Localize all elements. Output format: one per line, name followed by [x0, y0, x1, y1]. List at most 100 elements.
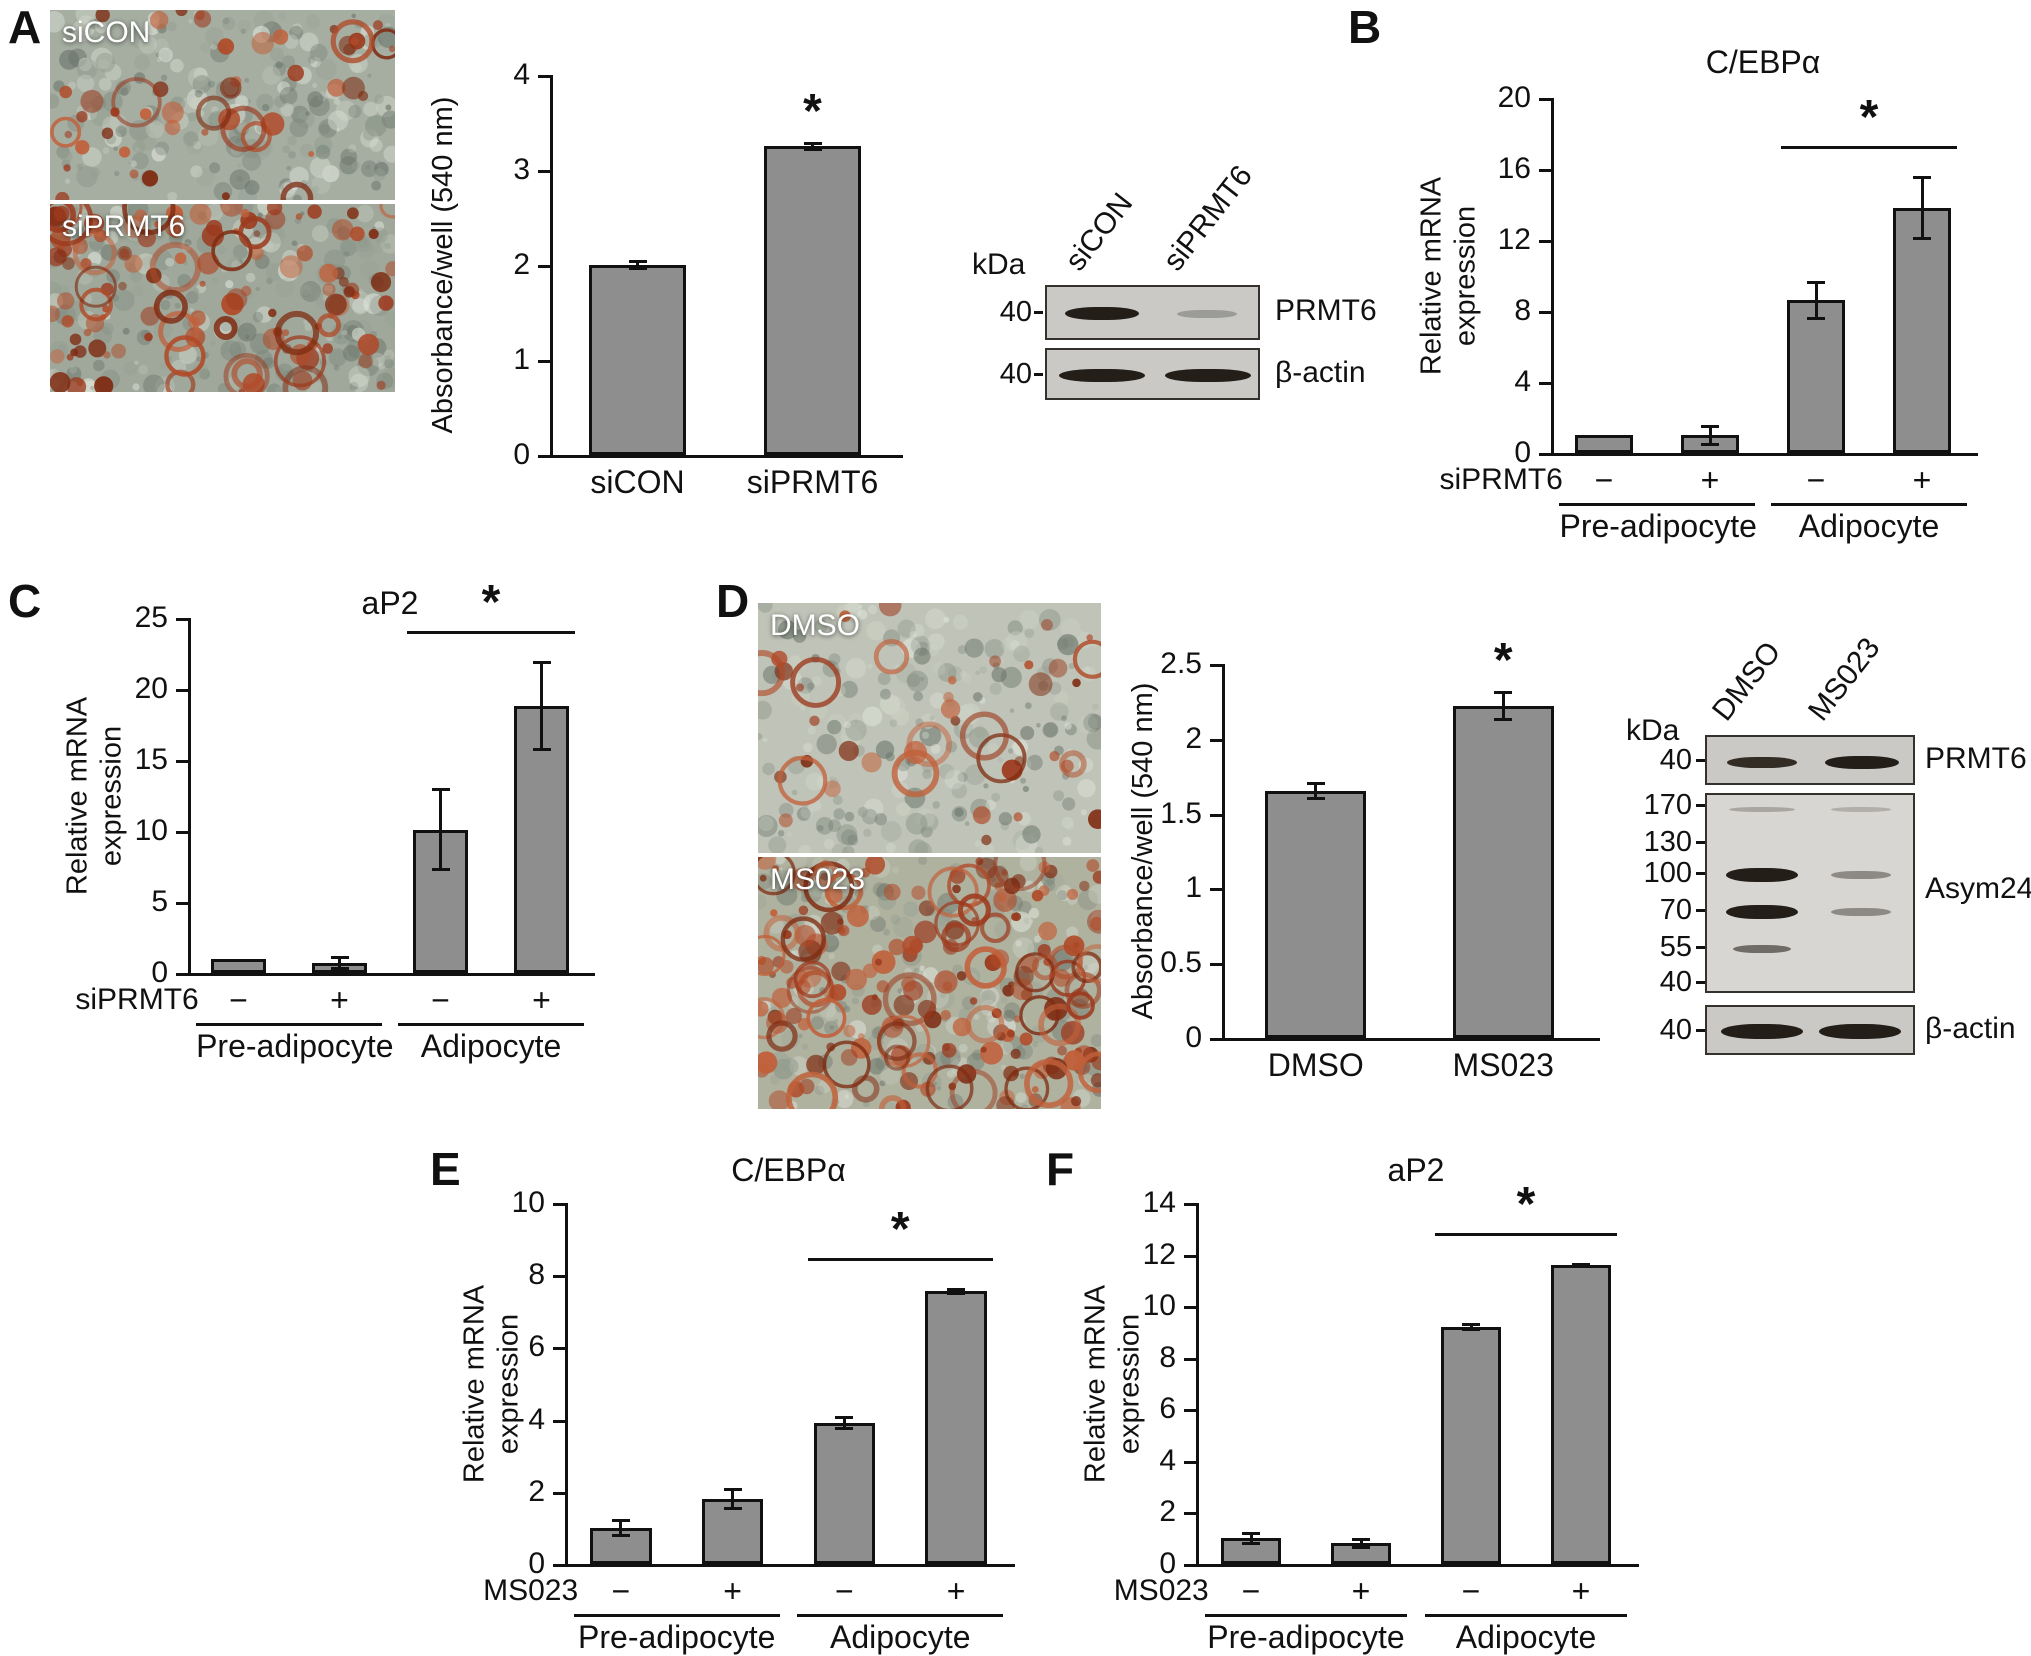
- group-label-0: Pre-adipocyte: [1559, 508, 1757, 544]
- group-label-1: Adipocyte: [1455, 1619, 1597, 1655]
- group-underline-0: [196, 1023, 382, 1026]
- group-label-1: Adipocyte: [829, 1619, 971, 1655]
- y-tick-label: 5: [151, 885, 168, 918]
- chart-cebpa-siprmt6: 0 4 8 12 16 20 C/EBPα Relative mRNA expression −…: [1390, 20, 2030, 620]
- panel-label-a: A: [8, 1, 42, 53]
- kda-marker: 130: [1643, 826, 1692, 858]
- chart-title: C/EBPα: [731, 1152, 846, 1188]
- error-cap: [1242, 1541, 1260, 1545]
- y-axis-label: Absorbance/well (540 nm): [427, 96, 460, 434]
- category-label: −: [431, 982, 450, 1018]
- error-bar: [1314, 782, 1318, 801]
- y-tick-label: 12: [1497, 223, 1531, 256]
- category-label: DMSO: [1267, 1047, 1364, 1083]
- y-tick-label: 14: [1142, 1186, 1176, 1219]
- group-underline-0: [573, 1614, 780, 1617]
- error-bar: [439, 788, 442, 871]
- gel-strip-prmt6: [1045, 285, 1260, 340]
- y-tick-label: 0: [1185, 1021, 1202, 1054]
- y-tick-label: 1: [1185, 871, 1202, 905]
- error-cap: [1494, 690, 1513, 694]
- y-tick: [1184, 1357, 1196, 1361]
- error-cap: [1913, 237, 1931, 240]
- category-label: −: [1594, 462, 1614, 498]
- group-label-0: Pre-adipocyte: [578, 1619, 776, 1655]
- row-label: MS023: [1113, 1574, 1209, 1607]
- y-tick-label: 25: [134, 601, 168, 634]
- error-bar: [1249, 1531, 1253, 1545]
- y-tick: [1210, 1038, 1222, 1041]
- error-cap: [723, 1488, 742, 1492]
- y-tick: [1184, 1512, 1196, 1516]
- bar-3: [1550, 1264, 1612, 1564]
- kda-header: kDa: [1626, 714, 1680, 747]
- y-tick-label: 2: [528, 1474, 545, 1508]
- significance-asterisk: *: [803, 84, 822, 138]
- kda-marker: 55: [1659, 931, 1692, 963]
- y-axis: [188, 618, 191, 976]
- bar-2: [1786, 300, 1846, 453]
- blot-lane-label: MS023: [1801, 631, 1887, 727]
- category-label: −: [1461, 1573, 1481, 1609]
- error-cap: [1701, 442, 1719, 446]
- micrograph-siprmt6: siPRMT6: [50, 204, 395, 392]
- y-tick: [1210, 888, 1222, 892]
- y-tick-label: 8: [528, 1258, 545, 1292]
- chart-absorbance-siprmt6: 0 1 2 3 4 Absorbance/well (540 nm) siCON siPRMT…: [420, 25, 930, 525]
- y-tick: [1210, 963, 1222, 967]
- chart-ap2-ms023: 0 2 4 6 8 10 12 14 aP2 Relative mRNA expression − +…: [1055, 1150, 1655, 1656]
- group-label-0: Pre-adipocyte: [1207, 1619, 1405, 1655]
- y-tick: [1539, 169, 1551, 172]
- significance-bracket: [1434, 1232, 1618, 1236]
- error-cap: [628, 266, 647, 270]
- blot-lane-label: DMSO: [1705, 635, 1788, 727]
- panel-label-c: C: [8, 575, 42, 627]
- y-tick-label: 4: [513, 58, 530, 91]
- y-tick: [176, 831, 188, 834]
- significance-asterisk: *: [1516, 1177, 1536, 1231]
- kda-marker: 40: [999, 296, 1032, 328]
- micrograph-texture: [50, 204, 395, 392]
- y-tick: [1210, 738, 1222, 742]
- y-tick-label: 4: [1159, 1443, 1176, 1477]
- y-tick-label: 4: [528, 1402, 545, 1436]
- category-label: +: [1912, 462, 1932, 498]
- category-label: siCON: [590, 464, 685, 500]
- y-tick-label: 0: [1514, 436, 1531, 469]
- blot-target-label: PRMT6: [1925, 742, 2027, 775]
- micrograph-texture: [758, 857, 1101, 1109]
- marker-tick: [1696, 804, 1705, 807]
- error-bar: [842, 1415, 846, 1431]
- panel-label-f: F: [1046, 1143, 1075, 1195]
- blot-band: [1727, 757, 1797, 768]
- error-cap: [723, 1506, 742, 1510]
- category-label: siPRMT6: [746, 464, 879, 500]
- error-bar: [636, 260, 639, 270]
- y-axis-label: Relative mRNA expression: [458, 1284, 524, 1483]
- y-tick-label: 2.5: [1160, 647, 1202, 680]
- y-axis: [1196, 1203, 1199, 1567]
- y-tick: [176, 902, 188, 905]
- error-cap: [803, 148, 822, 151]
- y-tick: [176, 618, 188, 621]
- bar-3: [925, 1291, 987, 1564]
- y-tick-label: 20: [134, 672, 168, 705]
- category-label: −: [1806, 462, 1826, 498]
- bar-1: [764, 146, 861, 455]
- kda-marker: 40: [1659, 966, 1692, 998]
- gel-strip-actin: [1045, 348, 1260, 400]
- row-label: siPRMT6: [75, 983, 199, 1016]
- gel-strip-asym24: [1705, 793, 1915, 993]
- error-cap: [803, 141, 822, 145]
- blot-band: [1721, 1024, 1803, 1039]
- blot-lane-label: siPRMT6: [1156, 159, 1259, 277]
- marker-tick: [1696, 872, 1705, 875]
- western-blot-panel-a: siCON siPRMT6 kDa 40 PRMT6 40 β-actin: [960, 140, 1400, 430]
- y-tick-label: 2: [1159, 1495, 1176, 1529]
- y-tick: [176, 973, 188, 976]
- kda-marker: 40: [1659, 1014, 1692, 1046]
- x-axis: [550, 455, 903, 458]
- bar-1: [1452, 705, 1554, 1038]
- category-label: MS023: [1452, 1047, 1554, 1083]
- micrograph-ms023: MS023: [758, 857, 1101, 1109]
